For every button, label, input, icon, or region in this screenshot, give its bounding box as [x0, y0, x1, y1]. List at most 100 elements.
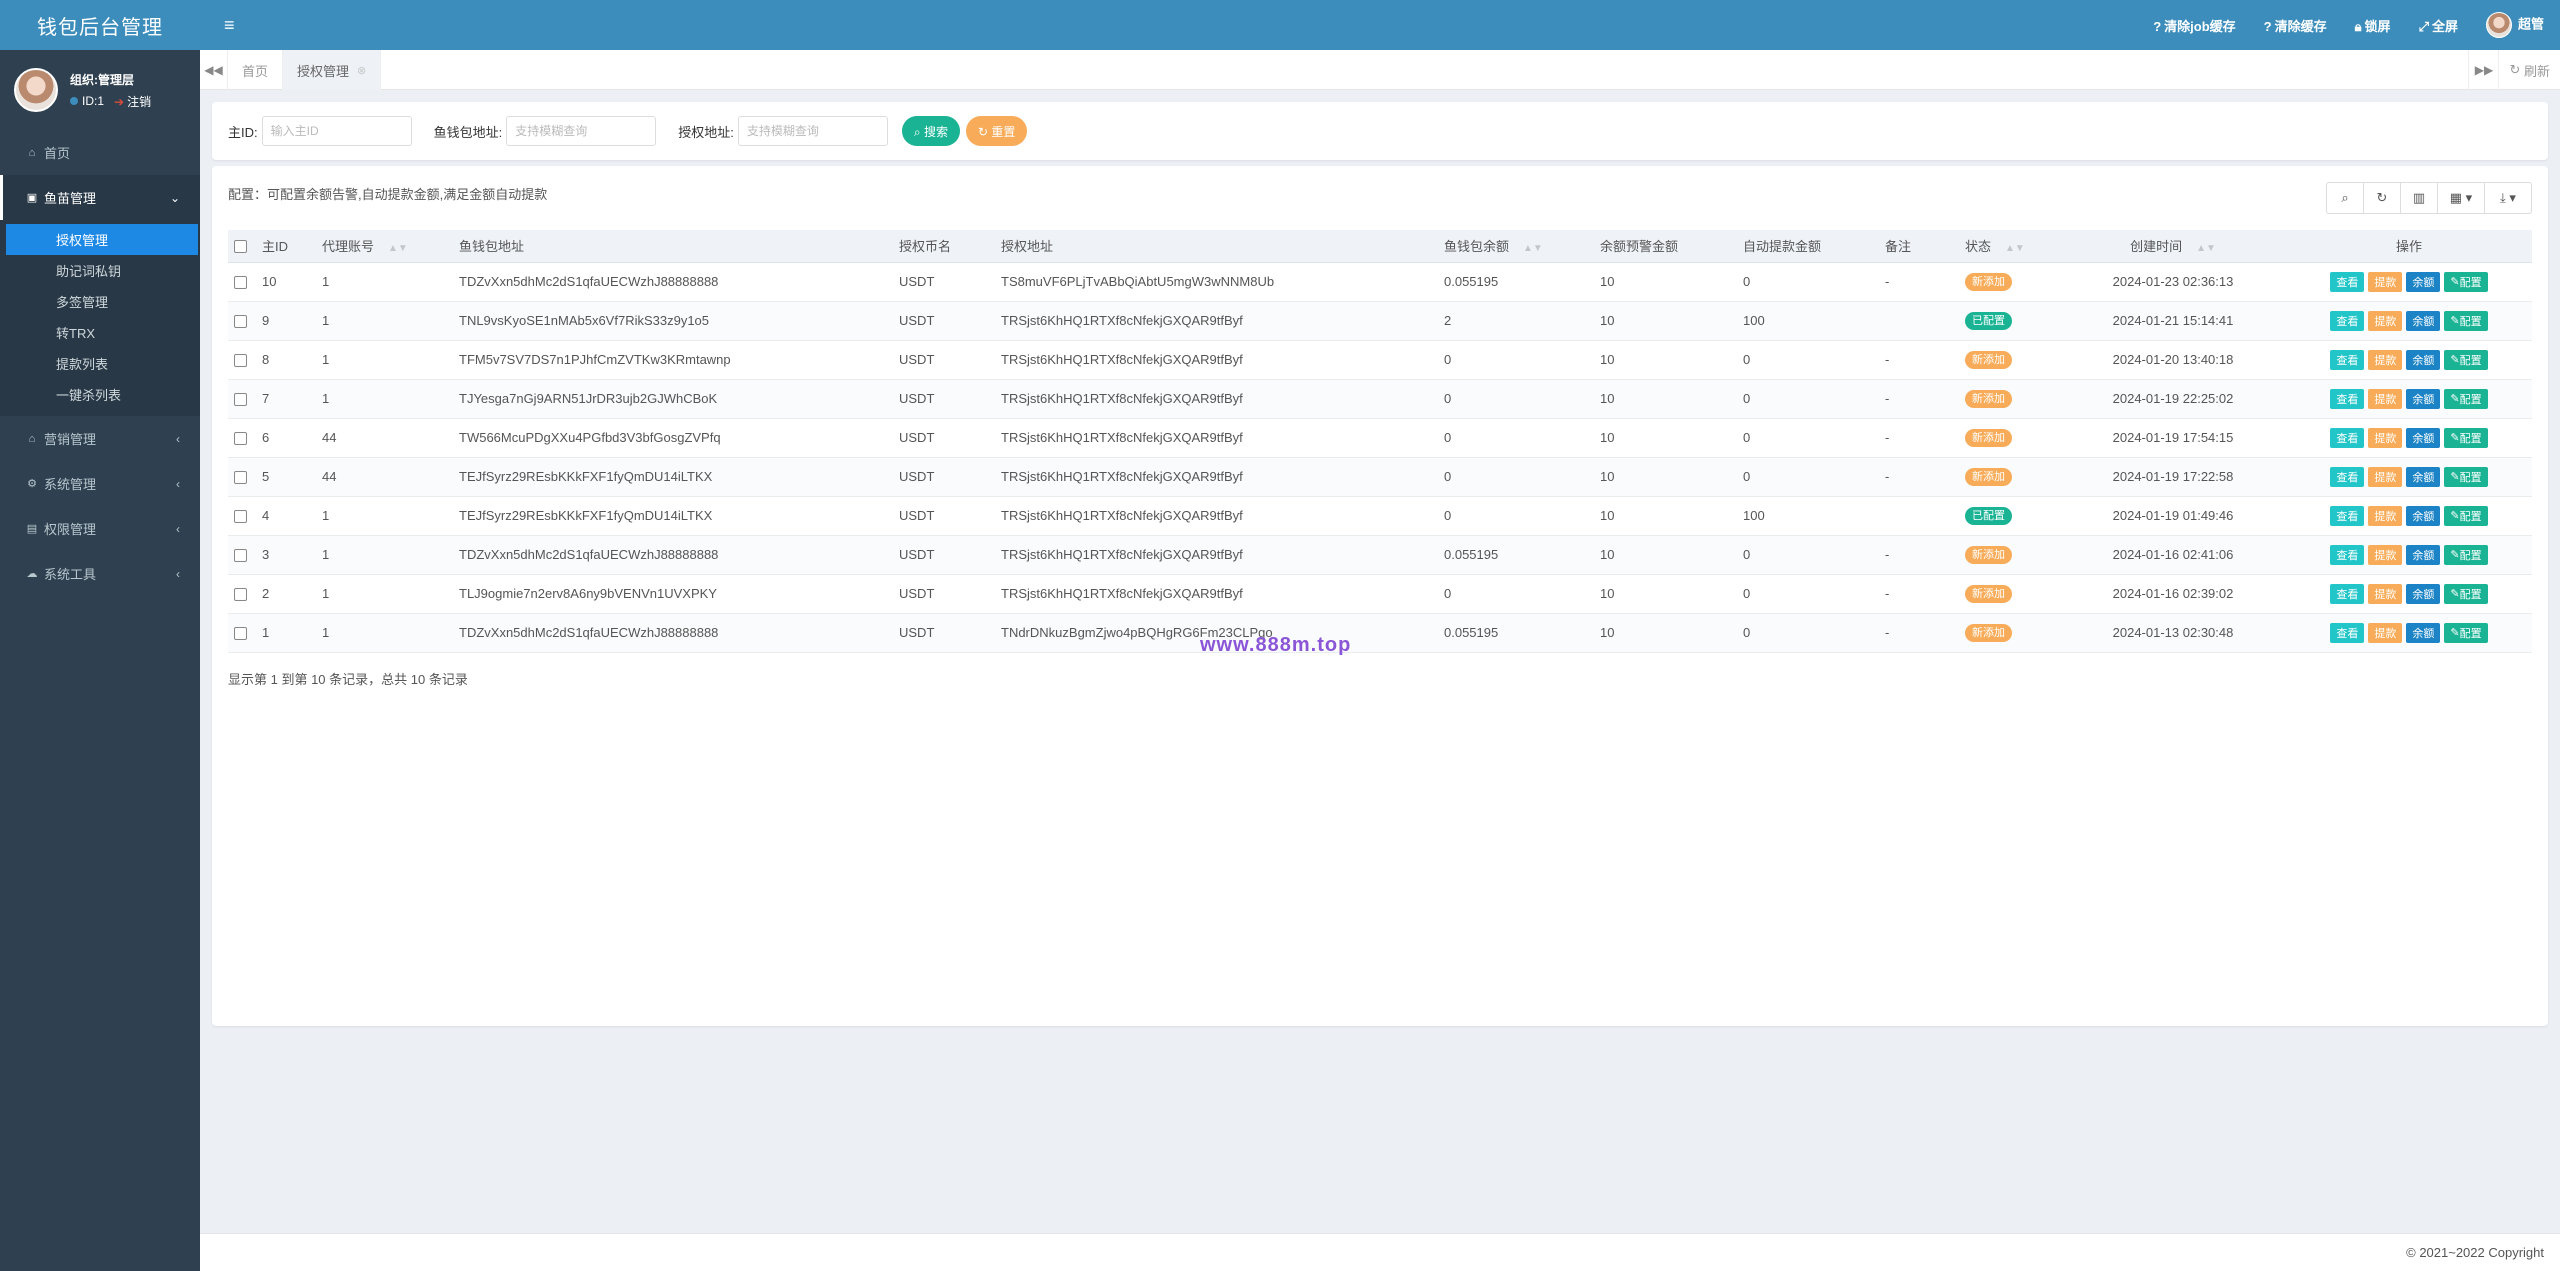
row-select-cell[interactable] [228, 301, 256, 340]
config-button[interactable]: ✎ 配置 [2444, 544, 2488, 565]
header-balance[interactable]: 鱼钱包余额 ▲▼ [1438, 230, 1594, 263]
view-button[interactable]: 查看 [2330, 388, 2365, 409]
fish-address-input[interactable] [506, 116, 657, 146]
row-select-cell[interactable] [228, 418, 256, 457]
row-checkbox[interactable] [234, 276, 247, 290]
row-select-cell[interactable] [228, 496, 256, 535]
row-checkbox[interactable] [234, 588, 247, 602]
balance-button[interactable]: 余额 [2406, 583, 2441, 604]
sidebar-subitem-trx[interactable]: 转TRX [56, 326, 96, 341]
row-checkbox[interactable] [234, 315, 247, 329]
row-select-cell[interactable] [228, 457, 256, 496]
sidebar-subitem-mnemonic[interactable]: 助记词私钥 [56, 264, 122, 279]
search-button[interactable]: ⌕ 搜索 [901, 116, 960, 146]
withdraw-button[interactable]: 提款 [2368, 622, 2403, 643]
row-select-cell[interactable] [228, 535, 256, 574]
sidebar-item-system[interactable]: ⚙ 系统管理 ‹ [0, 461, 200, 506]
clear-job-cache-button[interactable]: ? 清除job缓存 [2153, 18, 2236, 34]
view-button[interactable]: 查看 [2330, 505, 2365, 526]
row-checkbox[interactable] [234, 627, 247, 641]
balance-button[interactable]: 余额 [2406, 310, 2441, 331]
config-button[interactable]: ✎ 配置 [2444, 349, 2488, 370]
sidebar-item-fish-management[interactable]: ▣ 鱼苗管理 ⌄ [0, 175, 200, 220]
row-checkbox[interactable] [234, 432, 247, 446]
config-button[interactable]: ✎ 配置 [2444, 622, 2488, 643]
view-button[interactable]: 查看 [2330, 427, 2365, 448]
sidebar-subitem-auth[interactable]: 授权管理 [6, 224, 198, 255]
tab-auth-management[interactable]: 授权管理 ⊗ [283, 50, 382, 90]
config-button[interactable]: ✎ 配置 [2444, 271, 2488, 292]
toolbar-search-button[interactable]: ⌕ [2326, 182, 2364, 214]
fullscreen-button[interactable]: ⤢ 全屏 [2418, 18, 2458, 34]
row-select-cell[interactable] [228, 379, 256, 418]
header-main-id[interactable]: 主ID [256, 230, 316, 263]
row-checkbox[interactable] [234, 549, 247, 563]
row-select-cell[interactable] [228, 340, 256, 379]
config-button[interactable]: ✎ 配置 [2444, 310, 2488, 331]
main-id-input[interactable] [261, 116, 412, 146]
row-checkbox[interactable] [234, 471, 247, 485]
row-select-cell[interactable] [228, 262, 256, 301]
withdraw-button[interactable]: 提款 [2368, 388, 2403, 409]
sidebar-item-permissions[interactable]: ▤ 权限管理 ‹ [0, 506, 200, 551]
withdraw-button[interactable]: 提款 [2368, 271, 2403, 292]
view-button[interactable]: 查看 [2330, 349, 2365, 370]
row-checkbox[interactable] [234, 393, 247, 407]
logout-link[interactable]: ➔ 注销 [114, 94, 152, 109]
select-all-header[interactable] [228, 230, 256, 263]
toolbar-refresh-button[interactable]: ↻ [2363, 182, 2401, 214]
auth-address-input[interactable] [737, 116, 888, 146]
view-button[interactable]: 查看 [2330, 310, 2365, 331]
view-button[interactable]: 查看 [2330, 544, 2365, 565]
withdraw-button[interactable]: 提款 [2368, 310, 2403, 331]
balance-button[interactable]: 余额 [2406, 271, 2441, 292]
lock-screen-button[interactable]: 🔒︎ 锁屏 [2354, 18, 2391, 34]
sidebar-subitem-withdraw-list[interactable]: 提款列表 [56, 357, 109, 372]
tab-home[interactable]: 首页 [228, 50, 284, 90]
refresh-tab-button[interactable]: ↻ 刷新 [2498, 50, 2560, 90]
toolbar-toggle-view-button[interactable]: ▥ [2400, 182, 2438, 214]
balance-button[interactable]: 余额 [2406, 427, 2441, 448]
select-all-checkbox[interactable] [234, 240, 247, 254]
sidebar-item-tools[interactable]: ☁ 系统工具 ‹ [0, 551, 200, 596]
config-button[interactable]: ✎ 配置 [2444, 388, 2488, 409]
row-select-cell[interactable] [228, 613, 256, 652]
config-button[interactable]: ✎ 配置 [2444, 505, 2488, 526]
balance-button[interactable]: 余额 [2406, 349, 2441, 370]
tab-scroll-left-icon[interactable]: ◀◀ [200, 50, 228, 90]
balance-button[interactable]: 余额 [2406, 622, 2441, 643]
sidebar-subitem-kill-list[interactable]: 一键杀列表 [56, 388, 122, 403]
admin-menu[interactable]: 超管 [2485, 12, 2544, 38]
withdraw-button[interactable]: 提款 [2368, 583, 2403, 604]
sidebar-item-home[interactable]: ⌂ 首页 [0, 130, 200, 175]
balance-button[interactable]: 余额 [2406, 466, 2441, 487]
withdraw-button[interactable]: 提款 [2368, 427, 2403, 448]
row-select-cell[interactable] [228, 574, 256, 613]
withdraw-button[interactable]: 提款 [2368, 544, 2403, 565]
withdraw-button[interactable]: 提款 [2368, 349, 2403, 370]
balance-button[interactable]: 余额 [2406, 505, 2441, 526]
config-button[interactable]: ✎ 配置 [2444, 583, 2488, 604]
view-button[interactable]: 查看 [2330, 622, 2365, 643]
toolbar-export-button[interactable]: ⤓ ▾ [2484, 182, 2532, 214]
balance-button[interactable]: 余额 [2406, 544, 2441, 565]
header-created-time[interactable]: 创建时间 ▲▼ [2060, 230, 2286, 263]
app-logo[interactable]: 钱包后台管理 [0, 0, 200, 50]
row-checkbox[interactable] [234, 510, 247, 524]
config-button[interactable]: ✎ 配置 [2444, 427, 2488, 448]
sidebar-item-marketing[interactable]: ⌂ 营销管理 ‹ [0, 416, 200, 461]
toolbar-columns-button[interactable]: ▦ ▾ [2437, 182, 2485, 214]
tab-scroll-right-icon[interactable]: ▶▶ [2468, 50, 2498, 90]
menu-toggle-icon[interactable]: ≡ [224, 15, 235, 35]
view-button[interactable]: 查看 [2330, 271, 2365, 292]
row-checkbox[interactable] [234, 354, 247, 368]
clear-cache-button[interactable]: ? 清除缓存 [2263, 18, 2327, 34]
balance-button[interactable]: 余额 [2406, 388, 2441, 409]
withdraw-button[interactable]: 提款 [2368, 466, 2403, 487]
header-status[interactable]: 状态 ▲▼ [1959, 230, 2060, 263]
view-button[interactable]: 查看 [2330, 583, 2365, 604]
config-button[interactable]: ✎ 配置 [2444, 466, 2488, 487]
view-button[interactable]: 查看 [2330, 466, 2365, 487]
close-tab-icon[interactable]: ⊗ [357, 64, 367, 77]
withdraw-button[interactable]: 提款 [2368, 505, 2403, 526]
